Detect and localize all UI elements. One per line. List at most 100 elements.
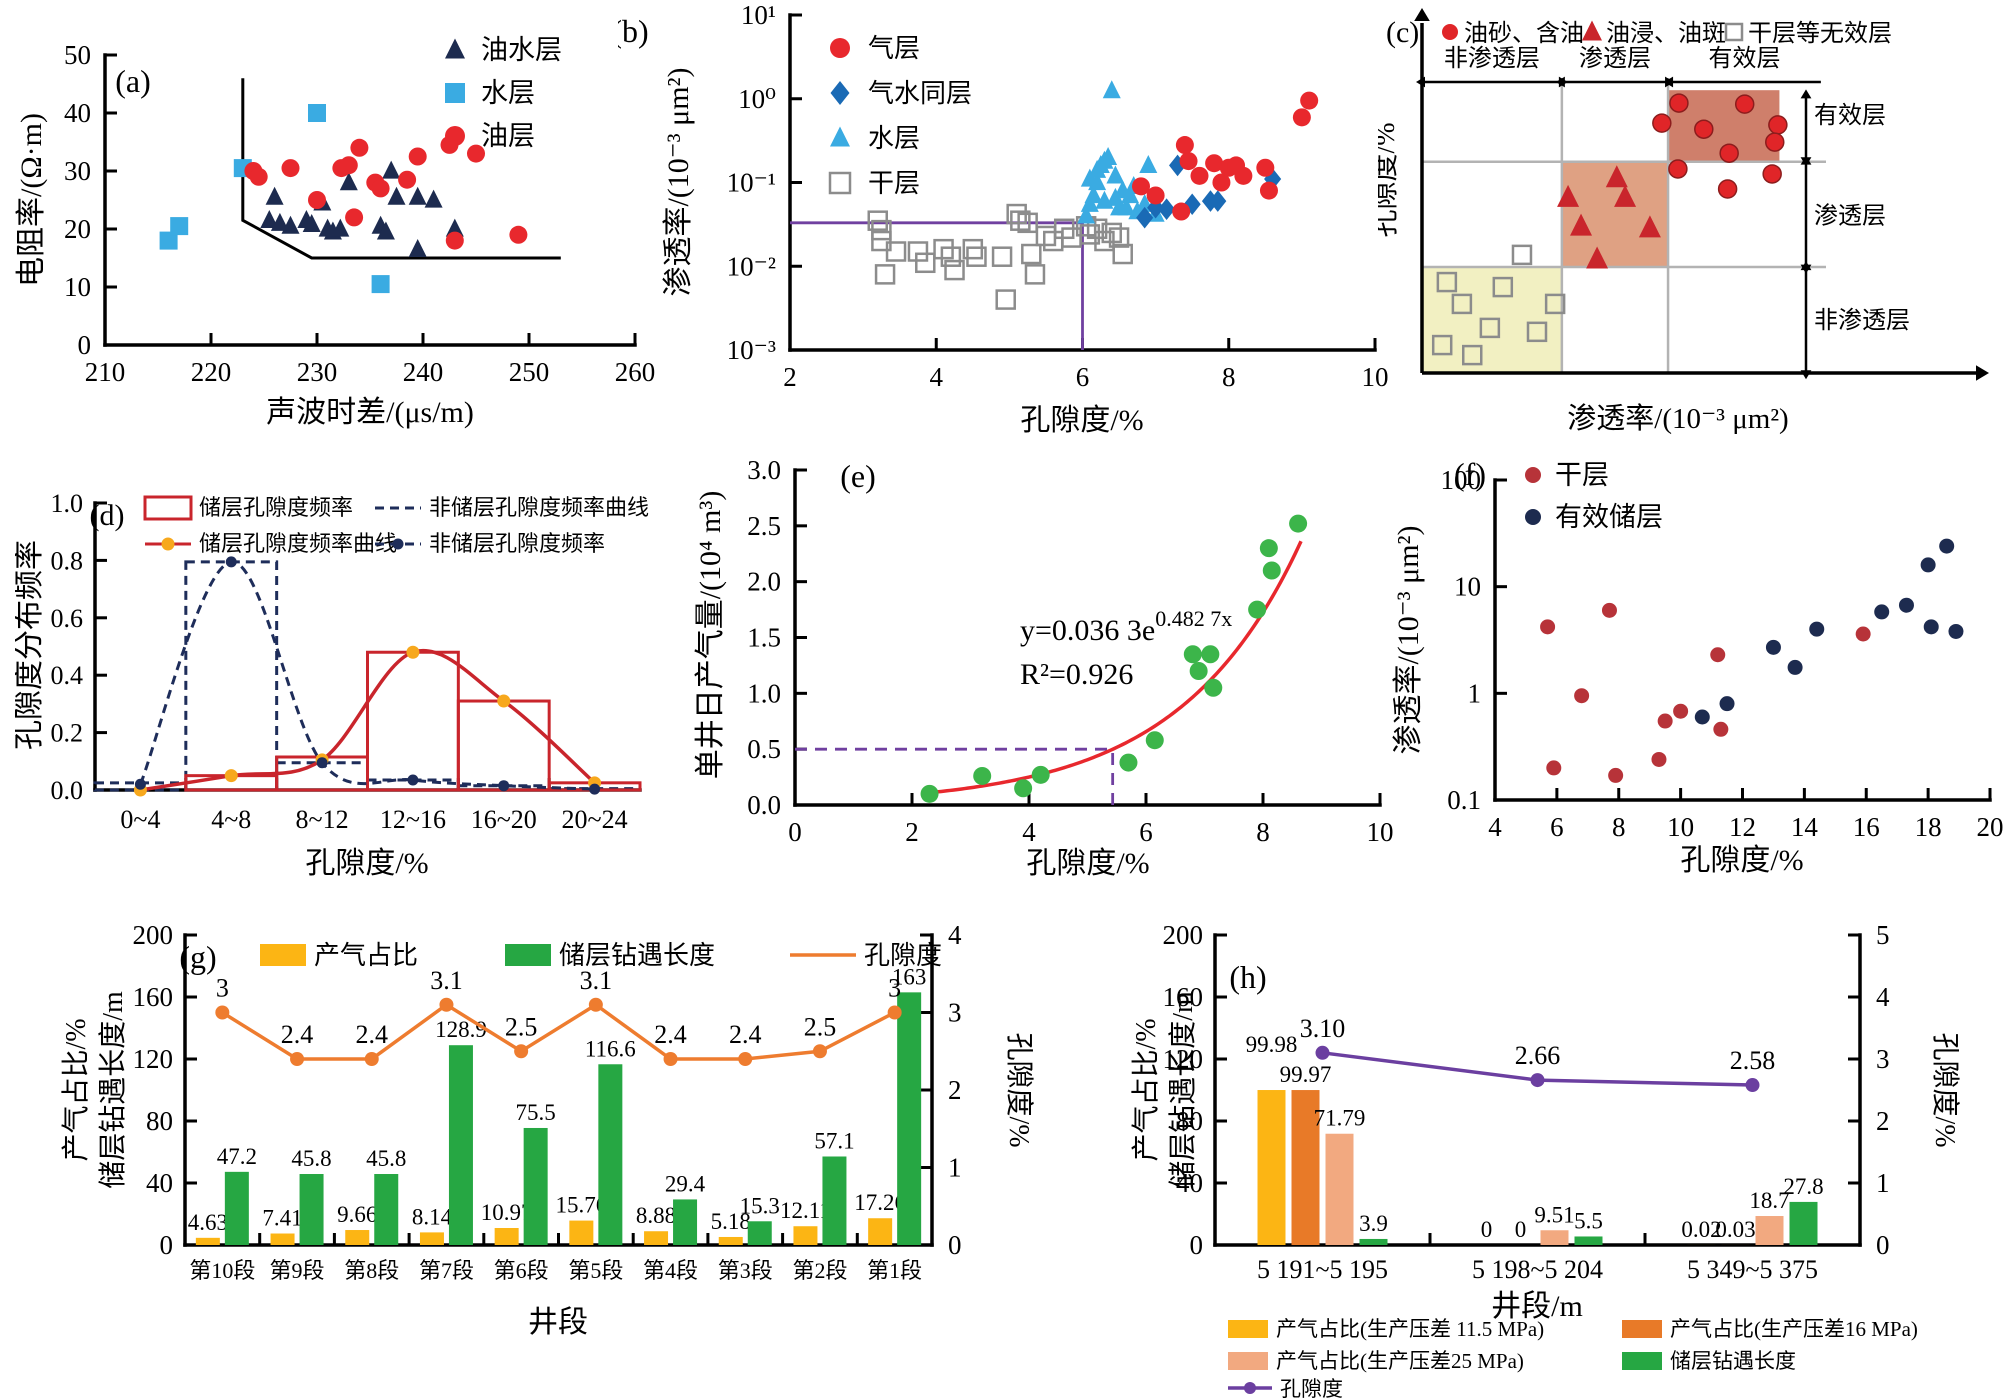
bar-产气占比 bbox=[718, 1236, 743, 1245]
right-y-axis-label: 孔隙度/% bbox=[1929, 1032, 1961, 1147]
marker-diamond bbox=[830, 81, 850, 105]
marker-circle bbox=[1190, 166, 1209, 185]
line-marker bbox=[439, 997, 454, 1012]
marker-circle bbox=[1256, 158, 1275, 177]
bar-产气占比 bbox=[494, 1227, 519, 1245]
left-tick-label: 40 bbox=[1176, 1168, 1203, 1198]
bar-value-label: 0 bbox=[1515, 1217, 1527, 1242]
marker-circle bbox=[398, 170, 417, 189]
x-tick-label: 2 bbox=[783, 362, 797, 392]
left-tick-label: 200 bbox=[133, 920, 174, 950]
bar-value-label: 57.1 bbox=[814, 1128, 854, 1153]
bar-产气占比 bbox=[868, 1218, 893, 1245]
y-tick-label: 30 bbox=[64, 156, 91, 186]
x-category-label: 第4段 bbox=[643, 1258, 698, 1283]
y-axis-label: 孔隙度分布频率 bbox=[15, 540, 46, 750]
marker-circle bbox=[467, 144, 485, 163]
bar-value-label: 0 bbox=[1481, 1217, 1493, 1242]
x-axis-label: 渗透率/(10⁻³ μm²) bbox=[1567, 402, 1788, 435]
marker-open-square bbox=[1035, 225, 1057, 247]
fit-equation: y=0.036 3e0.482 7x bbox=[1020, 606, 1232, 647]
marker-circle bbox=[1145, 731, 1164, 750]
marker-circle bbox=[1442, 24, 1458, 40]
marker-diamond bbox=[1158, 198, 1176, 220]
y-tick-label: 10⁻³ bbox=[727, 335, 776, 365]
x-tick-label: 6 bbox=[1076, 362, 1090, 392]
marker-open-square bbox=[933, 238, 954, 260]
marker-open-square bbox=[966, 246, 987, 267]
zone-right-label: 非渗透层 bbox=[1814, 307, 1910, 334]
bar-value-label: 5.18 bbox=[711, 1209, 751, 1234]
marker-circle bbox=[1762, 164, 1782, 184]
nonreservoir-dot bbox=[225, 556, 237, 568]
panel-b-porosity-permeability-scatter: 2 4 6 8 10 10⁻³ 10⁻² 10⁻¹ 10⁰ 10¹ 孔隙度/% 渗透率/(10⁻³ μ… bbox=[618, 0, 1389, 437]
bar-value-label: 27.8 bbox=[1783, 1174, 1823, 1199]
marker-circle bbox=[1694, 709, 1710, 725]
marker-circle bbox=[830, 38, 850, 58]
marker-circle bbox=[1212, 173, 1231, 192]
x-tick-label: 4 bbox=[1022, 817, 1036, 847]
nonreservoir-dot bbox=[134, 778, 146, 790]
x-category-label: 0~4 bbox=[120, 805, 160, 834]
legend-label: 非储层孔隙度频率 bbox=[429, 531, 605, 556]
marker-circle bbox=[1734, 94, 1755, 114]
bar-value-label: 9.51 bbox=[1534, 1202, 1574, 1227]
marker-circle bbox=[1601, 602, 1617, 618]
bar-value-label: 45.8 bbox=[291, 1146, 331, 1171]
marker-circle bbox=[1234, 166, 1253, 185]
legend-label: 储层钻遇长度 bbox=[1670, 1349, 1796, 1373]
marker-circle bbox=[1262, 561, 1281, 580]
marker-open-square bbox=[1544, 293, 1566, 315]
marker-circle bbox=[1710, 647, 1726, 663]
line-marker bbox=[1530, 1073, 1545, 1088]
marker-triangle bbox=[1557, 184, 1580, 207]
legend-swatch bbox=[505, 944, 551, 966]
marker-triangle bbox=[1088, 172, 1107, 191]
left-tick-label: 80 bbox=[146, 1106, 173, 1136]
legend-swatch-dot bbox=[392, 538, 404, 550]
tick-marks bbox=[1215, 933, 1860, 1247]
bar-储层钻遇长度 bbox=[1789, 1201, 1818, 1245]
x-category-label: 12~16 bbox=[380, 805, 446, 834]
bar-储层钻遇长度 bbox=[1359, 1238, 1388, 1245]
y-tick-label: 20 bbox=[64, 214, 91, 244]
legend-label: 水层 bbox=[481, 78, 535, 108]
series-气层 bbox=[1132, 91, 1319, 221]
y-tick-label: 2.5 bbox=[747, 511, 781, 541]
bar-value-label: 75.5 bbox=[516, 1100, 556, 1125]
marker-triangle bbox=[1102, 80, 1121, 99]
legend-label: 产气占比(生产压差25 MPa) bbox=[1276, 1349, 1524, 1373]
marker-open-square bbox=[1724, 22, 1744, 42]
left-tick-label: 120 bbox=[1163, 1044, 1204, 1074]
left-tick-label: 0 bbox=[1190, 1230, 1204, 1260]
marker-diamond bbox=[1147, 196, 1165, 219]
marker-triangle bbox=[408, 186, 427, 205]
bar-value-label: 0.03 bbox=[1715, 1217, 1755, 1242]
panel-tag: (c) bbox=[1386, 16, 1419, 49]
line-marker bbox=[1315, 1045, 1330, 1060]
marker-circle bbox=[249, 167, 268, 186]
line-value-label: 3.10 bbox=[1300, 1014, 1346, 1043]
x-category-label: 5 198~5 204 bbox=[1472, 1255, 1603, 1284]
marker-circle bbox=[408, 147, 427, 166]
arrowhead-icon bbox=[1800, 155, 1812, 165]
marker-circle bbox=[1920, 557, 1936, 573]
y-axis-label: 渗透率/(10⁻³ μm²) bbox=[1392, 525, 1425, 754]
x-tick-label: 2 bbox=[905, 817, 919, 847]
bar-储层钻遇长度 bbox=[897, 992, 922, 1245]
x-tick-label: 250 bbox=[509, 357, 550, 387]
legend-swatch bbox=[1228, 1352, 1268, 1370]
y-tick-label: 0.0 bbox=[51, 776, 84, 805]
x-tick-label: 20 bbox=[1977, 812, 2004, 842]
x-axis-label: 井段/m bbox=[1491, 1290, 1583, 1323]
left-tick-label: 160 bbox=[1163, 982, 1204, 1012]
bar-产气占比(生产压差25 MPa) bbox=[1540, 1230, 1569, 1245]
x-axis-label: 孔隙度/% bbox=[1026, 847, 1149, 880]
bar-value-label: 8.14 bbox=[412, 1204, 453, 1229]
x-tick-label: 10 bbox=[1362, 362, 1389, 392]
marker-circle bbox=[1175, 136, 1194, 155]
marker-circle bbox=[1014, 779, 1033, 798]
marker-circle bbox=[1939, 538, 1955, 554]
